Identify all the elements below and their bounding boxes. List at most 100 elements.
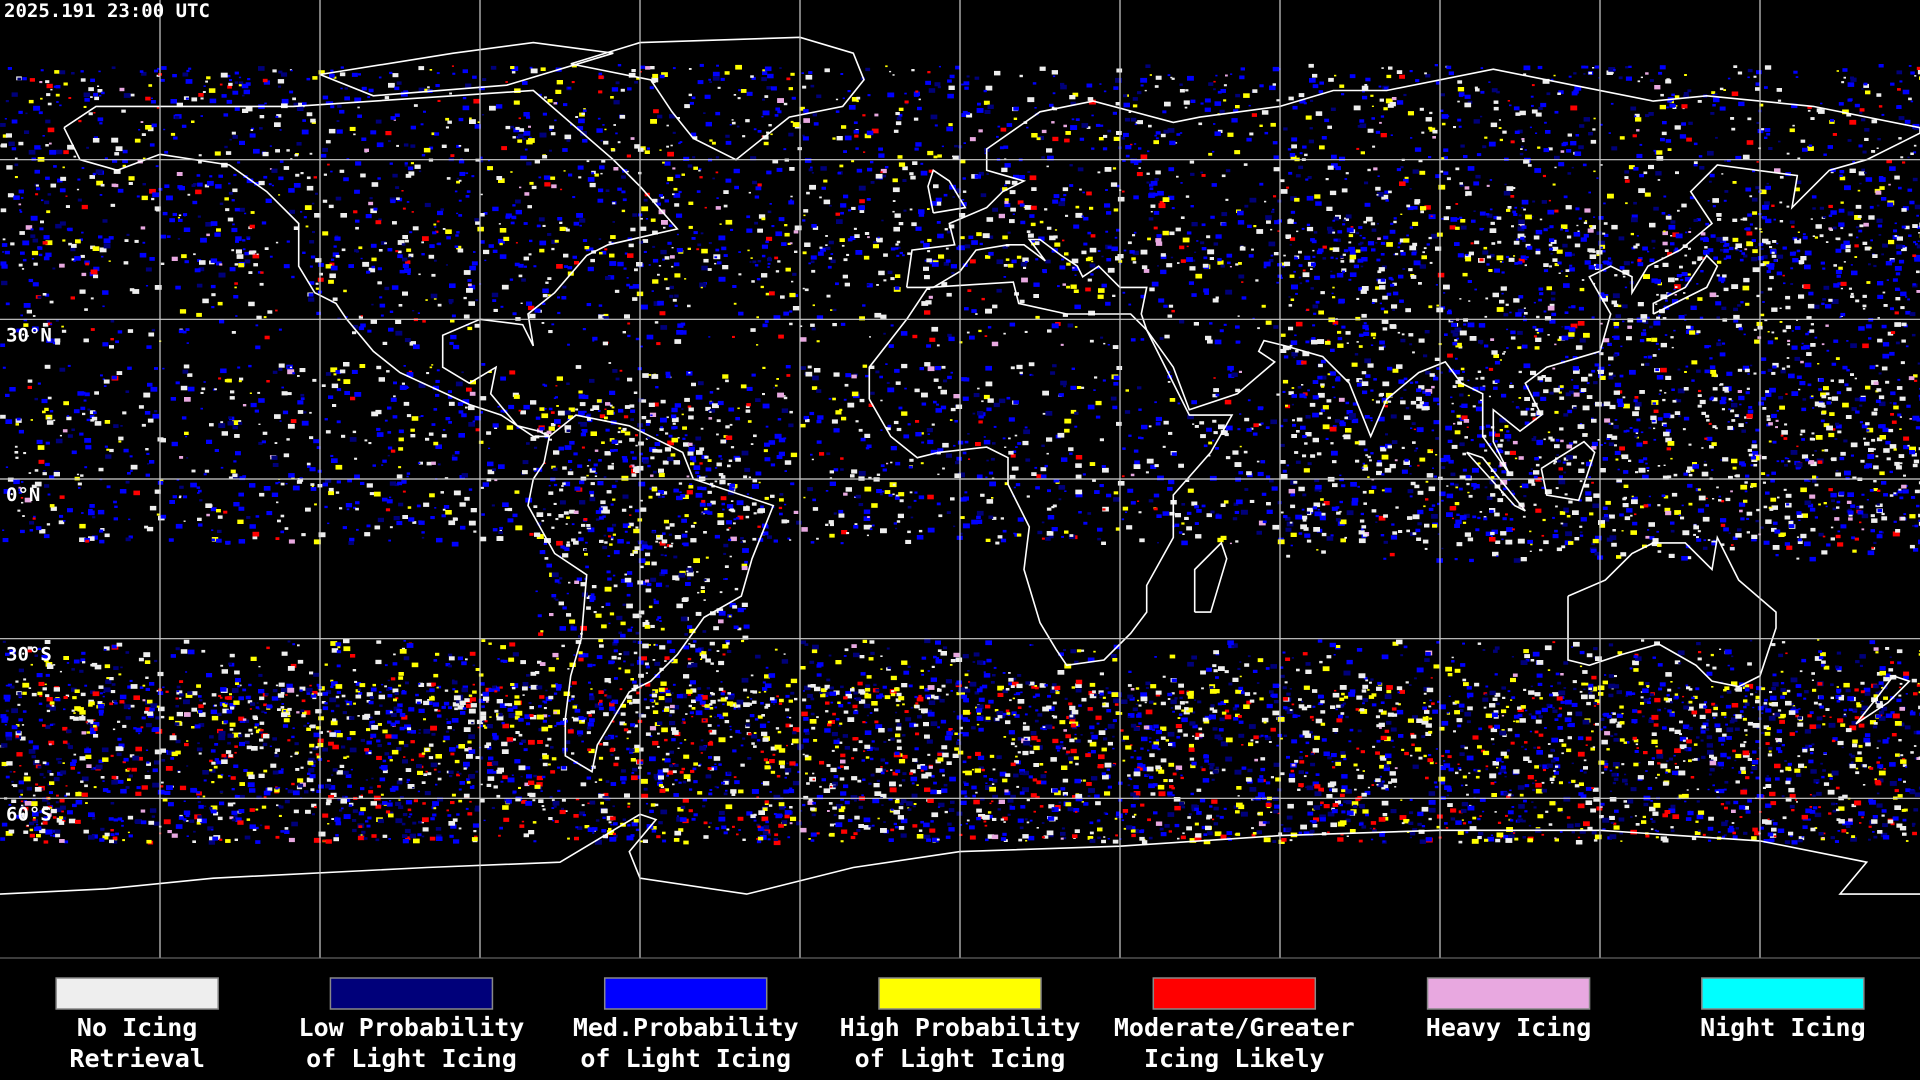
cloud-pixel bbox=[1660, 836, 1667, 841]
cloud-pixel bbox=[745, 723, 751, 727]
cloud-pixel bbox=[1003, 736, 1007, 738]
cloud-pixel bbox=[80, 692, 86, 697]
cloud-pixel bbox=[463, 761, 470, 767]
cloud-pixel bbox=[1215, 766, 1219, 769]
cloud-pixel bbox=[1306, 785, 1314, 791]
cloud-pixel bbox=[47, 770, 52, 774]
cloud-pixel bbox=[377, 785, 381, 788]
cloud-pixel bbox=[847, 818, 853, 823]
cloud-pixel bbox=[1667, 709, 1672, 713]
cloud-pixel bbox=[1014, 714, 1020, 718]
cloud-pixel bbox=[1603, 712, 1610, 717]
cloud-pixel bbox=[991, 800, 994, 803]
cloud-pixel bbox=[1212, 709, 1218, 713]
cloud-pixel bbox=[1868, 825, 1872, 828]
cloud-pixel bbox=[143, 652, 151, 658]
cloud-pixel bbox=[1616, 724, 1622, 728]
cloud-pixel bbox=[1768, 715, 1776, 721]
cloud-pixel bbox=[1735, 687, 1742, 692]
cloud-pixel bbox=[543, 701, 548, 704]
cloud-pixel bbox=[657, 721, 663, 726]
cloud-pixel bbox=[472, 785, 475, 787]
cloud-pixel bbox=[509, 724, 515, 728]
cloud-pixel bbox=[1214, 831, 1222, 837]
cloud-pixel bbox=[262, 742, 268, 746]
cloud-pixel bbox=[725, 804, 733, 810]
cloud-pixel bbox=[405, 800, 413, 805]
cloud-pixel bbox=[272, 689, 278, 693]
cloud-pixel bbox=[210, 749, 216, 753]
cloud-pixel bbox=[161, 759, 166, 762]
cloud-pixel bbox=[1709, 768, 1715, 772]
cloud-pixel bbox=[1286, 709, 1294, 714]
cloud-pixel bbox=[1359, 708, 1365, 712]
cloud-pixel bbox=[11, 784, 15, 786]
cloud-pixel bbox=[1708, 816, 1714, 821]
cloud-pixel bbox=[1209, 771, 1214, 775]
cloud-pixel bbox=[1788, 831, 1794, 836]
cloud-pixel bbox=[1571, 779, 1576, 783]
cloud-pixel bbox=[1381, 784, 1389, 790]
cloud-pixel bbox=[366, 692, 373, 697]
cloud-pixel bbox=[827, 810, 830, 812]
cloud-pixel bbox=[1522, 836, 1526, 839]
cloud-pixel bbox=[447, 653, 453, 657]
cloud-pixel bbox=[905, 717, 912, 722]
cloud-pixel bbox=[450, 801, 455, 805]
cloud-pixel bbox=[1869, 640, 1876, 645]
cloud-pixel bbox=[415, 693, 419, 697]
cloud-pixel bbox=[1115, 711, 1121, 715]
cloud-pixel bbox=[662, 831, 666, 835]
cloud-pixel bbox=[352, 819, 357, 822]
cloud-pixel bbox=[1645, 834, 1650, 838]
cloud-pixel bbox=[957, 750, 964, 755]
cloud-pixel bbox=[553, 805, 557, 808]
cloud-pixel bbox=[109, 839, 114, 844]
cloud-pixel bbox=[125, 716, 131, 720]
cloud-pixel bbox=[1446, 712, 1450, 715]
cloud-pixel bbox=[1069, 761, 1073, 764]
cloud-pixel bbox=[95, 764, 103, 770]
cloud-pixel bbox=[1030, 793, 1037, 798]
cloud-pixel bbox=[1690, 776, 1695, 779]
cloud-pixel bbox=[1775, 777, 1780, 781]
cloud-pixel bbox=[1087, 836, 1094, 840]
cloud-pixel bbox=[45, 673, 50, 677]
cloud-pixel bbox=[1005, 709, 1010, 712]
cloud-pixel bbox=[1248, 742, 1254, 747]
cloud-pixel bbox=[371, 834, 377, 838]
cloud-pixel bbox=[1655, 836, 1659, 839]
cloud-pixel bbox=[1298, 783, 1304, 787]
cloud-pixel bbox=[450, 824, 457, 829]
cloud-pixel bbox=[449, 747, 456, 752]
cloud-pixel bbox=[1653, 723, 1659, 727]
cloud-pixel bbox=[21, 724, 25, 726]
cloud-pixel bbox=[807, 684, 812, 688]
cloud-pixel bbox=[1133, 785, 1139, 789]
cloud-pixel bbox=[1726, 727, 1734, 733]
cloud-pixel bbox=[35, 783, 39, 786]
cloud-pixel bbox=[1590, 808, 1596, 813]
cloud-pixel bbox=[1089, 725, 1095, 730]
cloud-pixel bbox=[1033, 763, 1039, 767]
cloud-pixel bbox=[1421, 806, 1429, 812]
cloud-pixel bbox=[507, 777, 515, 783]
cloud-pixel bbox=[62, 819, 66, 823]
cloud-pixel bbox=[1107, 785, 1112, 789]
cloud-pixel bbox=[1611, 772, 1617, 777]
cloud-pixel bbox=[198, 752, 202, 755]
cloud-pixel bbox=[423, 700, 430, 706]
cloud-pixel bbox=[380, 765, 388, 770]
cloud-pixel bbox=[1679, 736, 1687, 742]
cloud-pixel bbox=[1356, 648, 1363, 652]
cloud-pixel bbox=[1837, 718, 1844, 723]
cloud-pixel bbox=[223, 756, 228, 759]
cloud-pixel bbox=[159, 748, 166, 753]
cloud-pixel bbox=[1773, 835, 1777, 838]
cloud-pixel bbox=[1428, 799, 1436, 805]
cloud-pixel bbox=[436, 714, 442, 718]
cloud-pixel bbox=[661, 727, 668, 733]
cloud-pixel bbox=[784, 810, 792, 815]
cloud-pixel bbox=[389, 711, 393, 714]
cloud-pixel bbox=[229, 728, 234, 731]
